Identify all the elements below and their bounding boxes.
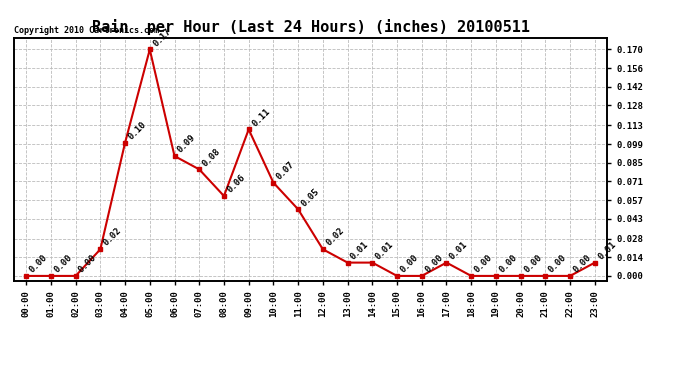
Text: 0.09: 0.09: [176, 133, 197, 154]
Text: 0.00: 0.00: [522, 253, 544, 274]
Title: Rain  per Hour (Last 24 Hours) (inches) 20100511: Rain per Hour (Last 24 Hours) (inches) 2…: [92, 19, 529, 35]
Text: Copyright 2010 Cartronics.com: Copyright 2010 Cartronics.com: [14, 26, 159, 35]
Text: 0.01: 0.01: [596, 240, 618, 261]
Text: 0.10: 0.10: [126, 120, 148, 141]
Text: 0.06: 0.06: [226, 173, 247, 195]
Text: 0.00: 0.00: [546, 253, 569, 274]
Text: 0.00: 0.00: [28, 253, 49, 274]
Text: 0.00: 0.00: [497, 253, 519, 274]
Text: 0.17: 0.17: [151, 27, 172, 48]
Text: 0.07: 0.07: [275, 160, 297, 181]
Text: 0.00: 0.00: [571, 253, 593, 274]
Text: 0.05: 0.05: [299, 186, 321, 208]
Text: 0.00: 0.00: [77, 253, 99, 274]
Text: 0.00: 0.00: [52, 253, 74, 274]
Text: 0.01: 0.01: [374, 240, 395, 261]
Text: 0.02: 0.02: [101, 226, 124, 248]
Text: 0.00: 0.00: [398, 253, 420, 274]
Text: 0.08: 0.08: [201, 146, 222, 168]
Text: 0.00: 0.00: [423, 253, 445, 274]
Text: 0.01: 0.01: [349, 240, 371, 261]
Text: 0.11: 0.11: [250, 106, 272, 128]
Text: 0.02: 0.02: [324, 226, 346, 248]
Text: 0.01: 0.01: [448, 240, 469, 261]
Text: 0.00: 0.00: [473, 253, 494, 274]
